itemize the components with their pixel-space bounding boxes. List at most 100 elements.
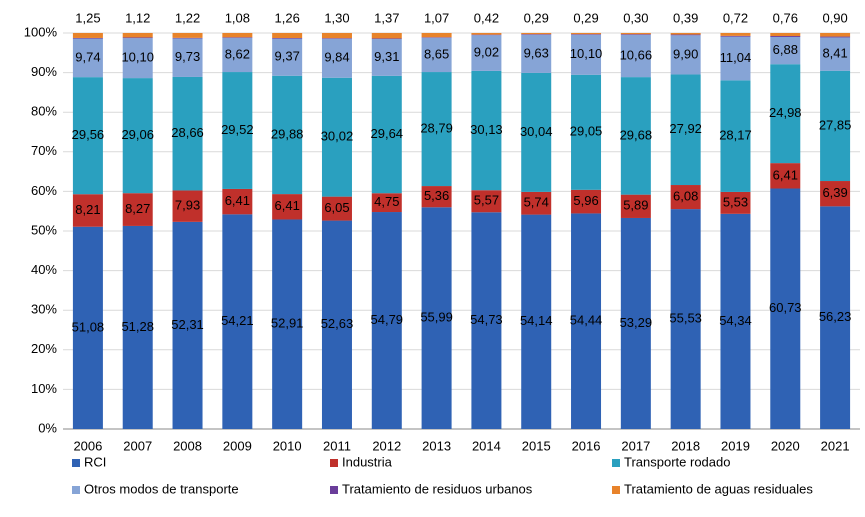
value-label: 1,07 [424,10,449,25]
value-label: 8,62 [225,46,250,61]
legend-label: RCI [84,454,106,469]
value-label: 1,08 [225,10,250,25]
bar-segment [421,33,452,38]
bar-segment [321,33,352,39]
bar-segment [471,34,502,36]
bar-segment [72,77,103,195]
value-label: 29,52 [221,122,254,137]
bar-segment [172,190,203,222]
y-tick-label: 60% [31,183,57,198]
bar-segment [770,36,801,65]
y-tick-label: 40% [31,262,57,277]
value-label: 53,29 [620,315,653,330]
value-label: 0,39 [673,10,698,25]
value-label: 5,36 [424,188,449,203]
value-label: 9,37 [275,49,300,64]
bar-segment [720,191,751,214]
value-label: 0,42 [474,10,499,25]
bar-segment [820,181,851,207]
legend-swatch [612,459,620,467]
bar-segment [72,37,103,39]
value-label: 6,39 [822,185,847,200]
bar-segment [820,70,851,182]
value-label: 55,99 [420,310,453,325]
bar-segment [122,193,153,226]
x-tick-label: 2010 [273,438,302,453]
bar-segment [222,37,253,73]
bar-segment [222,214,253,429]
value-label: 9,02 [474,44,499,59]
bar-segment [670,34,701,36]
value-label: 29,88 [271,126,304,141]
bar-segment [222,33,253,38]
bar-segment [122,38,153,79]
y-tick-label: 0% [38,420,57,435]
bar-segment [720,80,751,192]
x-tick-label: 2015 [522,438,551,453]
value-label: 52,63 [321,316,354,331]
value-label: 1,12 [125,10,150,25]
y-tick-label: 80% [31,104,57,119]
bar-segment [521,34,552,35]
y-tick-label: 10% [31,381,57,396]
value-label: 54,14 [520,313,553,328]
value-label: 56,23 [819,309,852,324]
bar-segment [571,213,602,429]
bar-segment [371,193,402,213]
bar-segment [471,35,502,71]
value-label: 8,21 [75,202,100,217]
value-label: 0,90 [822,10,847,25]
bar-segment [670,35,701,75]
bar-segment [272,219,303,429]
value-label: 29,05 [570,124,603,139]
value-label: 30,04 [520,124,553,139]
y-tick-label: 90% [31,64,57,79]
value-label: 29,68 [620,127,653,142]
bar-segment [820,36,851,38]
y-tick-label: 50% [31,222,57,237]
bar-segment [371,33,402,39]
bar-segment [321,38,352,78]
x-tick-label: 2020 [771,438,800,453]
value-label: 60,73 [769,300,802,315]
bar-segment [122,78,153,194]
bar-segment [770,163,801,189]
x-tick-label: 2021 [821,438,850,453]
bar-segment [521,34,552,73]
bar-segment [421,207,452,429]
bar-segment [371,212,402,429]
bar-segment [371,38,402,76]
bar-segment [371,75,402,194]
value-label: 54,79 [371,312,404,327]
bar-segment [172,76,203,191]
bar-segment [620,217,651,429]
bar-segment [122,33,153,38]
value-label: 6,05 [324,200,349,215]
value-label: 52,31 [171,317,204,332]
value-label: 28,79 [420,120,453,135]
value-label: 7,93 [175,198,200,213]
value-label: 52,91 [271,316,304,331]
bar-segment [820,37,851,71]
value-label: 54,21 [221,313,254,328]
x-tick-label: 2017 [621,438,650,453]
value-label: 6,08 [673,189,698,204]
x-tick-label: 2018 [671,438,700,453]
bar-segment [770,188,801,429]
value-label: 51,08 [72,319,105,334]
value-label: 8,27 [125,201,150,216]
legend-swatch [330,486,338,494]
value-label: 55,53 [669,310,702,325]
bar-segment [172,33,203,38]
value-label: 24,98 [769,105,802,120]
value-label: 5,89 [623,198,648,213]
bar-segment [321,196,352,221]
bar-segment [620,77,651,195]
value-label: 30,13 [470,122,503,137]
bar-segment [172,37,203,39]
bar-segment [371,38,402,39]
value-label: 8,41 [822,46,847,61]
bar-segment [770,36,801,37]
value-label: 6,41 [275,198,300,213]
